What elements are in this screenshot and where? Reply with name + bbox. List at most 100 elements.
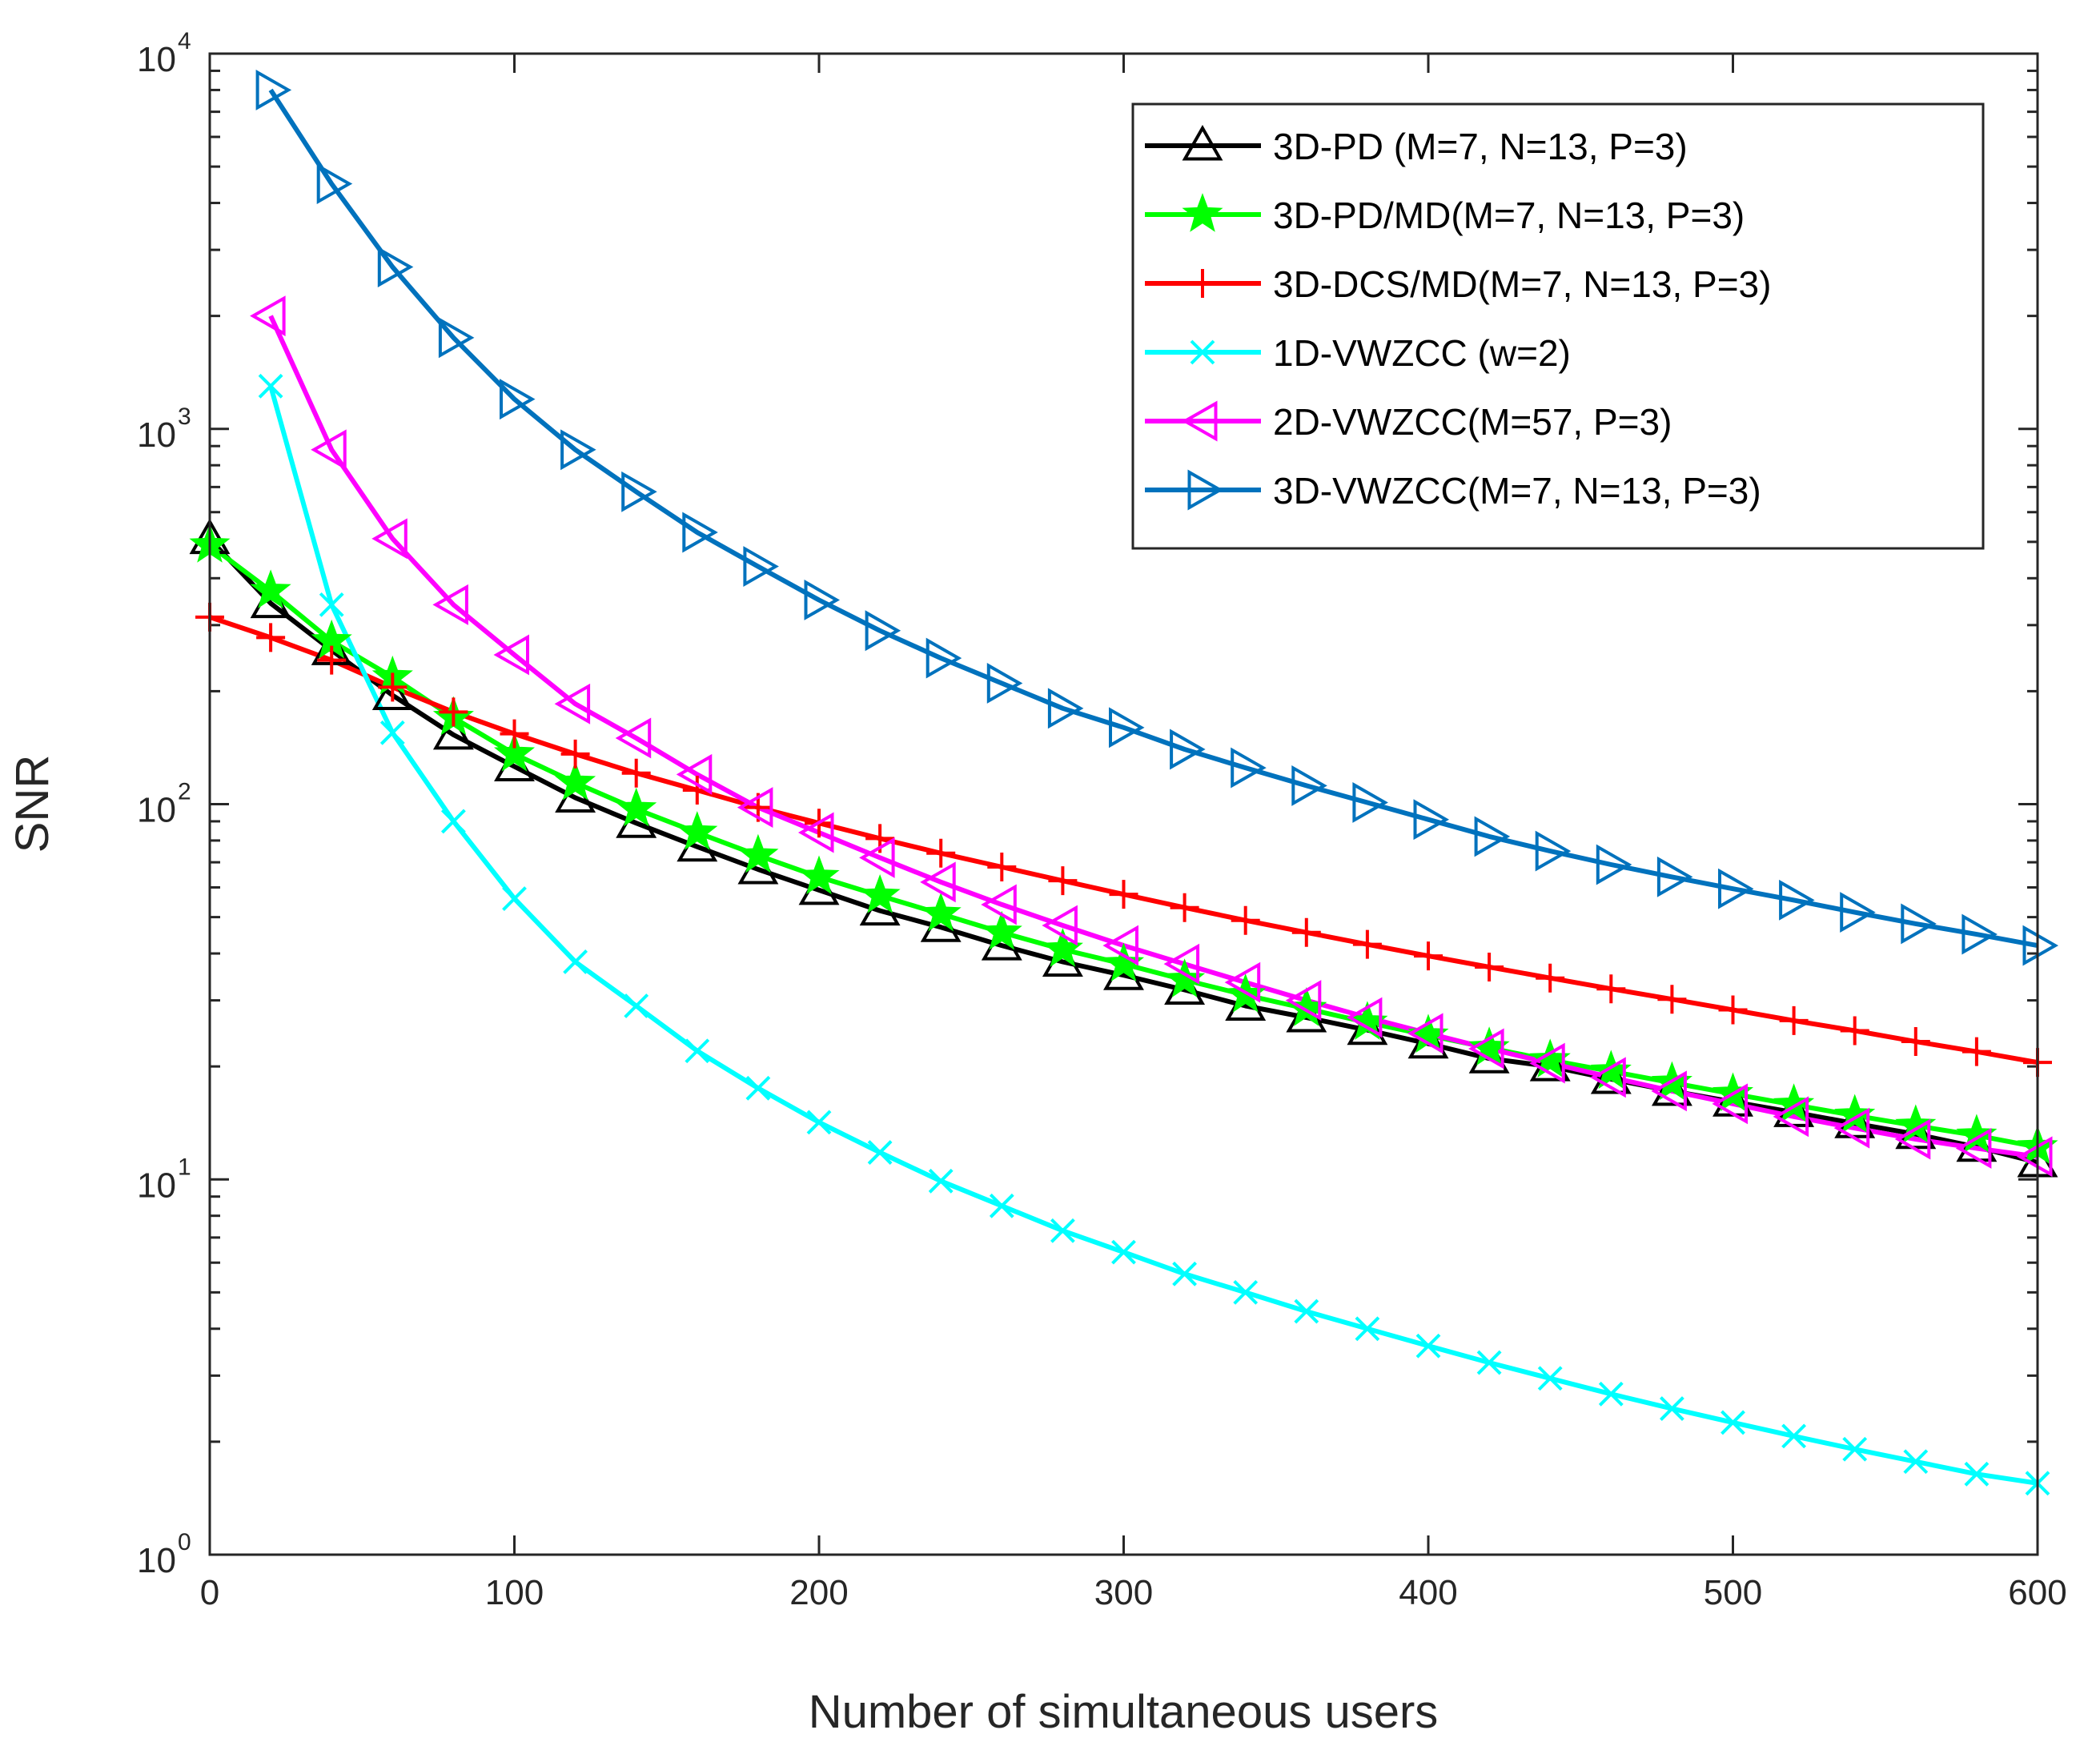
series-1-point-8 bbox=[677, 811, 718, 850]
plot-frame bbox=[208, 52, 2039, 1556]
series-2-point-28 bbox=[1901, 1027, 1930, 1057]
series-3-point-18 bbox=[1355, 1316, 1380, 1342]
y-tick-exponent-3: 3 bbox=[178, 403, 191, 430]
series-2-point-6 bbox=[560, 739, 590, 769]
series-3-point-3 bbox=[440, 809, 466, 834]
series-4-point-2 bbox=[371, 518, 408, 560]
series-4-point-16 bbox=[1224, 961, 1261, 1003]
series-1-point-11 bbox=[859, 874, 901, 913]
series-3-point-25 bbox=[1781, 1423, 1807, 1449]
series-4-point-29 bbox=[2016, 1136, 2053, 1178]
series-4-point-18 bbox=[1346, 997, 1383, 1038]
series-4-point-25 bbox=[1773, 1096, 1809, 1138]
series-2-point-20 bbox=[1414, 941, 1443, 971]
series-4-point-21 bbox=[1529, 1042, 1565, 1084]
x-tick-labels: 0 100 200 300 400 500 600 bbox=[200, 1573, 2067, 1612]
series-5-point-3 bbox=[438, 317, 475, 359]
series-5-point-26 bbox=[1840, 892, 1876, 933]
series-4-point-24 bbox=[1712, 1083, 1748, 1125]
series-3-point-10 bbox=[867, 1140, 893, 1165]
series-4-point-4 bbox=[493, 634, 529, 676]
series-2-point-14 bbox=[1048, 866, 1078, 896]
legend-label-0: 3D-PD (M=7, N=13, P=3) bbox=[1273, 126, 1688, 167]
series-2-point-3 bbox=[378, 672, 408, 702]
series-4-point-13 bbox=[1042, 905, 1078, 946]
series-3-point-16 bbox=[1233, 1279, 1259, 1305]
series-5-point-20 bbox=[1474, 816, 1511, 857]
series-5-point-16 bbox=[1231, 747, 1267, 789]
series-0-point-3 bbox=[371, 674, 413, 711]
series-2-point-17 bbox=[1231, 905, 1260, 935]
series-2-point-25 bbox=[1718, 995, 1748, 1025]
series-3-point-11 bbox=[928, 1168, 954, 1194]
series-1-point-7 bbox=[616, 787, 657, 827]
series-3-point-7 bbox=[685, 1038, 710, 1064]
series-5-point-2 bbox=[377, 247, 414, 287]
series-5-point-17 bbox=[1291, 765, 1327, 806]
series-5-point-18 bbox=[1352, 782, 1388, 823]
series-3-point-5 bbox=[563, 949, 588, 974]
series-4-point-1 bbox=[311, 429, 347, 471]
series-3-point-23 bbox=[1659, 1396, 1684, 1421]
series-4-point-0 bbox=[250, 295, 286, 337]
legend-marker-5 bbox=[1187, 469, 1224, 511]
series-3-point-21 bbox=[1537, 1366, 1563, 1391]
series-5-point-7 bbox=[682, 512, 718, 553]
series-3-point-17 bbox=[1294, 1298, 1319, 1324]
x-tick-label-400: 400 bbox=[1399, 1573, 1457, 1612]
y-tick-label-1e2: 10 bbox=[137, 791, 176, 830]
legend-marker-3 bbox=[1190, 339, 1215, 365]
series-5-point-23 bbox=[1656, 856, 1693, 897]
y-tick-label-1e4: 10 bbox=[137, 40, 176, 79]
series-4-point-26 bbox=[1833, 1107, 1870, 1149]
series-2-point-18 bbox=[1291, 917, 1321, 947]
series-5-point-0 bbox=[255, 69, 292, 110]
series-3-point-14 bbox=[1111, 1239, 1136, 1265]
series-3-point-20 bbox=[1476, 1350, 1502, 1375]
legend-label-2: 3D-DCS/MD(M=7, N=13, P=3) bbox=[1273, 263, 1771, 305]
series-3-point-27 bbox=[1903, 1449, 1929, 1475]
series-line-5 bbox=[268, 88, 2038, 949]
series-3-point-26 bbox=[1842, 1436, 1868, 1462]
series-3-point-6 bbox=[624, 993, 649, 1018]
legend-marker-2 bbox=[1188, 269, 1217, 298]
series-3-point-2 bbox=[379, 720, 405, 745]
series-5-point-28 bbox=[1961, 913, 1998, 955]
y-tick-exponent-2: 2 bbox=[178, 779, 191, 805]
y-tick-label-1e1: 10 bbox=[137, 1166, 176, 1205]
x-tick-label-300: 300 bbox=[1094, 1573, 1153, 1612]
series-1-point-5 bbox=[493, 733, 536, 772]
legend: 3D-PD (M=7, N=13, P=3) 3D-PD/MD(M=7, N=13… bbox=[1131, 102, 1985, 550]
series-5-point-4 bbox=[500, 379, 536, 420]
legend-box bbox=[1131, 102, 1985, 550]
y-axis-label: SNR bbox=[6, 755, 58, 853]
series-2-point-19 bbox=[1352, 929, 1382, 959]
series-5-point-25 bbox=[1779, 879, 1815, 921]
x-tick-label-0: 0 bbox=[200, 1573, 219, 1612]
series-5-point-29 bbox=[2022, 925, 2059, 966]
series-2-point-13 bbox=[987, 853, 1017, 882]
series-5-point-5 bbox=[560, 429, 596, 471]
series-4-point-8 bbox=[737, 787, 773, 829]
x-tick-label-500: 500 bbox=[1704, 1573, 1762, 1612]
series-3-point-0 bbox=[258, 373, 283, 399]
legend-label-1: 3D-PD/MD(M=7, N=13, P=3) bbox=[1273, 195, 1745, 236]
legend-label-5: 3D-VWZCC(M=7, N=13, P=3) bbox=[1273, 470, 1761, 512]
series-2-point-4 bbox=[439, 697, 468, 727]
series-1-point-1 bbox=[250, 569, 291, 608]
series-1-point-9 bbox=[737, 833, 779, 873]
series-3-point-12 bbox=[989, 1193, 1014, 1218]
series-4-point-5 bbox=[554, 683, 591, 724]
series-3-point-19 bbox=[1415, 1333, 1441, 1359]
series-3-point-24 bbox=[1721, 1410, 1745, 1435]
series-3-point-13 bbox=[1050, 1218, 1075, 1243]
y-tick-exponent-0: 0 bbox=[178, 1529, 191, 1555]
series-2-point-29 bbox=[1961, 1037, 1991, 1066]
series-5-point-27 bbox=[1901, 903, 1937, 945]
series-4-point-14 bbox=[1102, 925, 1138, 966]
series-5-point-14 bbox=[1109, 707, 1145, 749]
series-5-point-12 bbox=[986, 663, 1023, 704]
series-2-point-5 bbox=[500, 719, 529, 749]
y-tick-label-1e3: 10 bbox=[137, 415, 176, 455]
